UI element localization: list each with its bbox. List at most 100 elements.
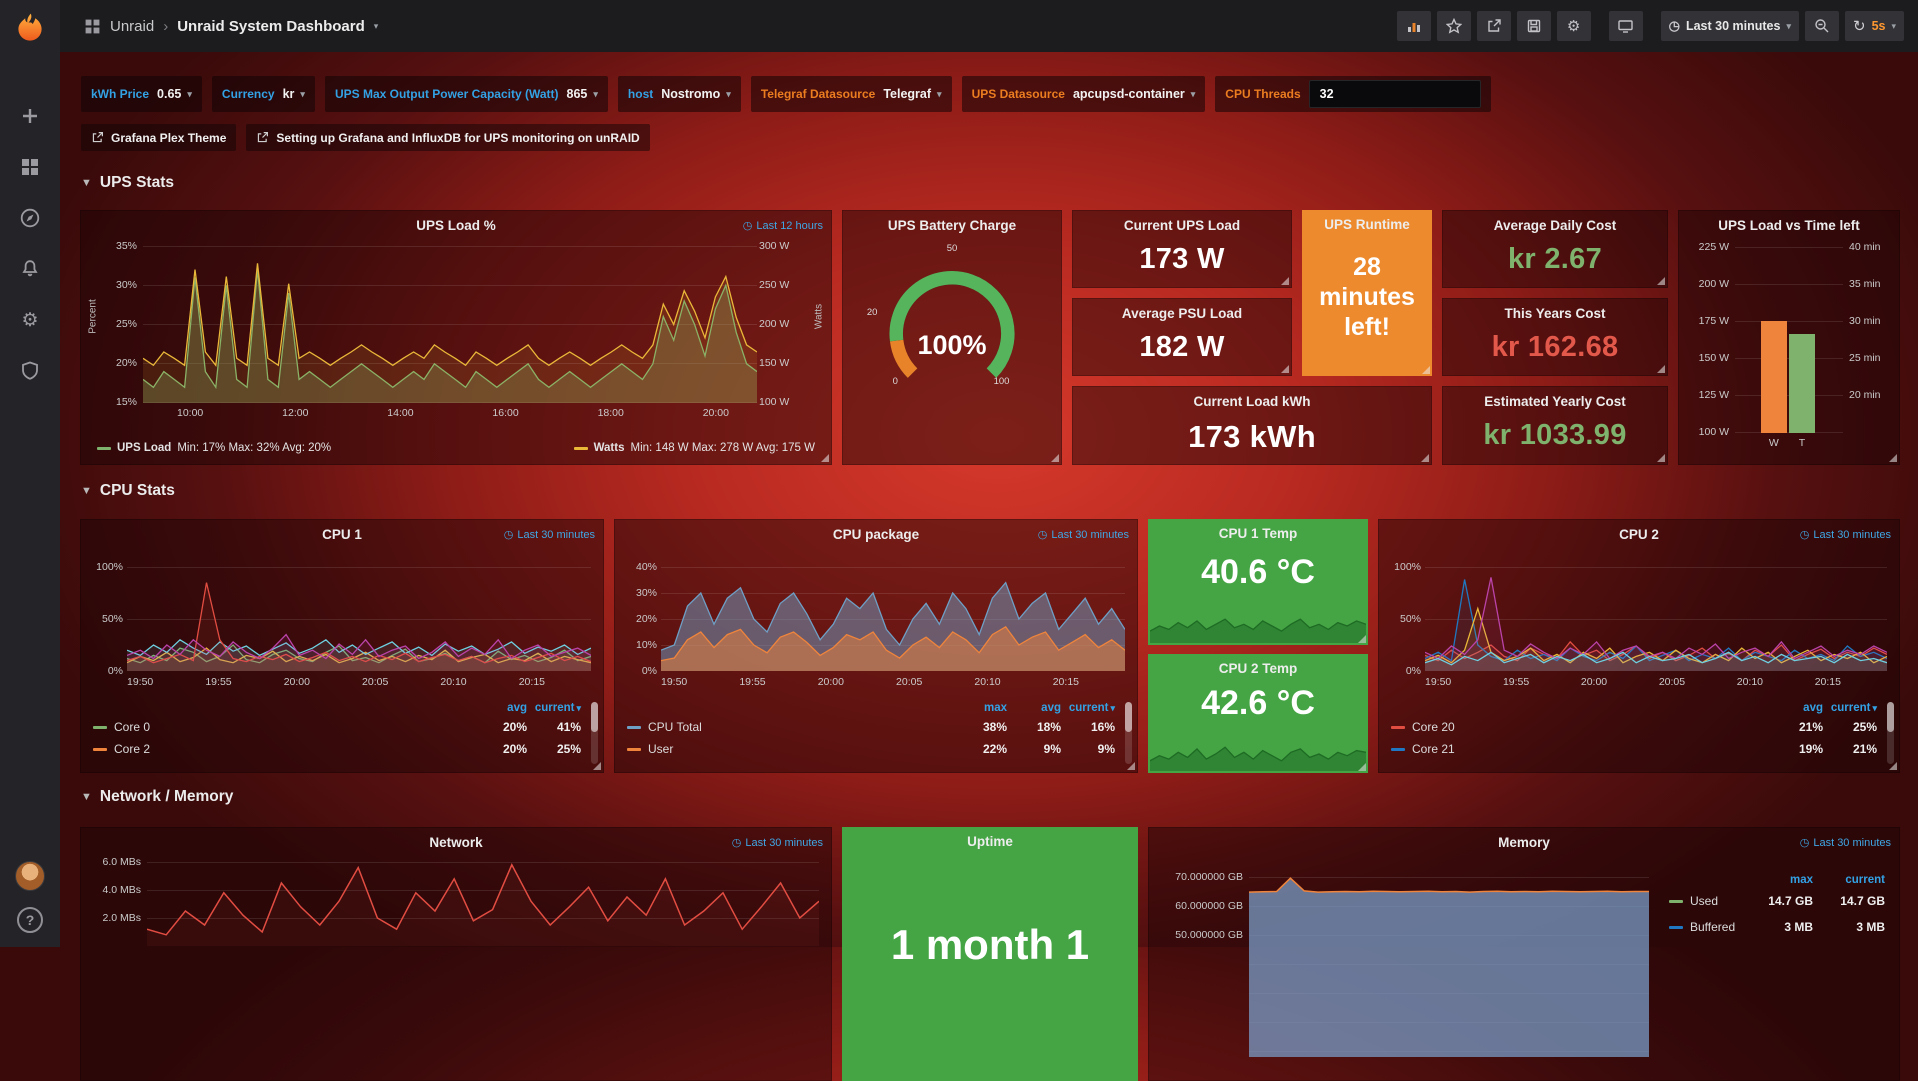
legend-column-max[interactable]: max xyxy=(1789,874,1813,886)
legend-column-current[interactable]: current xyxy=(527,702,581,714)
stat-value: 173 W xyxy=(1139,243,1225,275)
legend-column-avg[interactable]: avg xyxy=(1041,702,1061,714)
configuration-gear-icon[interactable]: ⚙ xyxy=(21,309,39,331)
panel-resize-handle[interactable] xyxy=(1422,366,1430,374)
user-avatar[interactable] xyxy=(15,861,45,891)
server-admin-shield-icon[interactable] xyxy=(18,359,42,383)
panel-title[interactable]: CPU 1 Temp xyxy=(1218,526,1298,541)
link-grafana-plex-theme[interactable]: Grafana Plex Theme xyxy=(81,124,237,151)
zoom-out-button[interactable] xyxy=(1804,11,1839,41)
refresh-interval-label: 5s xyxy=(1871,19,1886,33)
alerting-bell-icon[interactable] xyxy=(18,257,42,281)
section-ups-stats[interactable]: ▼ UPS Stats xyxy=(81,174,174,192)
variable-value-dropdown[interactable]: 0.65 ▾ xyxy=(157,87,192,101)
legend-label[interactable]: Watts xyxy=(593,442,625,454)
panel-resize-handle[interactable] xyxy=(821,454,829,462)
refresh-button[interactable]: ↻ 5s ▾ xyxy=(1844,11,1904,41)
legend-label[interactable]: UPS Load xyxy=(117,442,172,454)
bars-chart[interactable]: W T xyxy=(1735,247,1843,449)
breadcrumb-title[interactable]: Unraid System Dashboard xyxy=(177,17,365,35)
panel-resize-handle[interactable] xyxy=(1889,762,1897,770)
panel-resize-handle[interactable] xyxy=(1051,454,1059,462)
time-range-button[interactable]: ◷ Last 30 minutes ▾ xyxy=(1660,11,1799,41)
legend-value: 9% xyxy=(1097,742,1115,756)
panel-title[interactable]: Memory xyxy=(1498,835,1550,850)
dashboard-grid-icon[interactable] xyxy=(84,18,101,35)
create-plus-icon[interactable] xyxy=(18,104,42,128)
panel-resize-handle[interactable] xyxy=(1281,365,1289,373)
panel-title[interactable]: Estimated Yearly Cost xyxy=(1484,394,1626,409)
panel-resize-handle[interactable] xyxy=(1421,454,1429,462)
legend-scrollbar[interactable] xyxy=(591,702,598,764)
panel-time-override: ◷ Last 30 minutes xyxy=(1799,528,1891,542)
legend-label: Core 21 xyxy=(1412,742,1455,756)
panel-resize-handle[interactable] xyxy=(1657,365,1665,373)
x-axis-tick: T xyxy=(1798,437,1806,449)
panel-resize-handle[interactable] xyxy=(1127,762,1135,770)
cpu-threads-input[interactable] xyxy=(1308,80,1481,108)
panel-title[interactable]: CPU package xyxy=(832,527,920,542)
panel-title[interactable]: This Years Cost xyxy=(1504,306,1606,321)
panel-resize-handle[interactable] xyxy=(593,762,601,770)
panel-title[interactable]: CPU 2 xyxy=(1619,527,1659,542)
panel-title[interactable]: UPS Load % xyxy=(416,218,496,233)
panel-resize-handle[interactable] xyxy=(1358,635,1366,643)
legend-scrollbar[interactable] xyxy=(1125,702,1132,764)
grafana-logo[interactable] xyxy=(0,0,60,56)
breadcrumb-separator-icon: › xyxy=(163,17,169,35)
help-icon[interactable]: ? xyxy=(17,907,43,933)
variable-value-dropdown[interactable]: apcupsd-container ▾ xyxy=(1073,87,1195,101)
breadcrumb-caret-icon[interactable]: ▾ xyxy=(373,20,379,31)
share-button[interactable] xyxy=(1476,11,1511,41)
panel-title[interactable]: Current UPS Load xyxy=(1123,218,1241,233)
star-button[interactable] xyxy=(1436,11,1471,41)
section-network-memory[interactable]: ▼ Network / Memory xyxy=(81,788,233,806)
network-chart[interactable] xyxy=(146,862,820,946)
panel-resize-handle[interactable] xyxy=(1281,277,1289,285)
legend-column-avg[interactable]: avg xyxy=(507,702,527,714)
panel-resize-handle[interactable] xyxy=(1358,763,1366,771)
panel-title[interactable]: CPU 1 xyxy=(322,527,362,542)
variable-value: Nostromo xyxy=(661,87,721,101)
legend-column-max[interactable]: max xyxy=(983,702,1007,714)
panel-title[interactable]: UPS Load vs Time left xyxy=(1718,218,1860,233)
legend-column-current[interactable]: current xyxy=(1845,874,1885,886)
panel-title[interactable]: UPS Battery Charge xyxy=(887,218,1017,233)
memory-chart[interactable] xyxy=(1248,877,1649,1057)
variable-value-dropdown[interactable]: Nostromo ▾ xyxy=(661,87,731,101)
cpu2-chart[interactable] xyxy=(1424,567,1888,671)
save-button[interactable] xyxy=(1516,11,1551,41)
panel-title[interactable]: Average Daily Cost xyxy=(1493,218,1617,233)
dashboard-links: Grafana Plex Theme Setting up Grafana an… xyxy=(81,124,650,151)
cpu1-chart[interactable] xyxy=(126,567,592,671)
legend-column-current[interactable]: current xyxy=(1823,702,1877,714)
settings-button[interactable]: ⚙ xyxy=(1556,11,1591,41)
legend-stats: Min: 148 W Max: 278 W Avg: 175 W xyxy=(630,442,816,454)
clock-icon: ◷ xyxy=(731,837,742,849)
section-cpu-stats[interactable]: ▼ CPU Stats xyxy=(81,482,175,500)
link-ups-monitoring-guide[interactable]: Setting up Grafana and InfluxDB for UPS … xyxy=(246,124,650,151)
legend-value: 21% xyxy=(1852,742,1877,756)
panel-title[interactable]: Uptime xyxy=(967,834,1013,849)
cycle-view-button[interactable] xyxy=(1608,11,1643,41)
legend-column-current[interactable]: current xyxy=(1061,702,1115,714)
panel-title[interactable]: CPU 2 Temp xyxy=(1218,661,1298,676)
panel-resize-handle[interactable] xyxy=(1657,454,1665,462)
panel-title[interactable]: Current Load kWh xyxy=(1193,394,1311,409)
variable-value-dropdown[interactable]: kr ▾ xyxy=(283,87,305,101)
explore-compass-icon[interactable] xyxy=(18,206,42,230)
ups-load-chart[interactable] xyxy=(142,246,758,403)
legend-column-avg[interactable]: avg xyxy=(1803,702,1823,714)
panel-title[interactable]: UPS Runtime xyxy=(1324,217,1410,232)
panel-resize-handle[interactable] xyxy=(1889,454,1897,462)
legend-scrollbar[interactable] xyxy=(1887,702,1894,764)
panel-title[interactable]: Average PSU Load xyxy=(1121,306,1243,321)
add-panel-button[interactable] xyxy=(1396,11,1431,41)
variable-value-dropdown[interactable]: 865 ▾ xyxy=(567,87,598,101)
dashboards-grid-icon[interactable] xyxy=(18,155,42,179)
panel-resize-handle[interactable] xyxy=(1657,277,1665,285)
panel-title[interactable]: Network xyxy=(429,835,483,850)
variable-value-dropdown[interactable]: Telegraf ▾ xyxy=(883,87,941,101)
breadcrumb-app[interactable]: Unraid xyxy=(110,17,155,35)
cpu-package-chart[interactable] xyxy=(660,567,1126,671)
